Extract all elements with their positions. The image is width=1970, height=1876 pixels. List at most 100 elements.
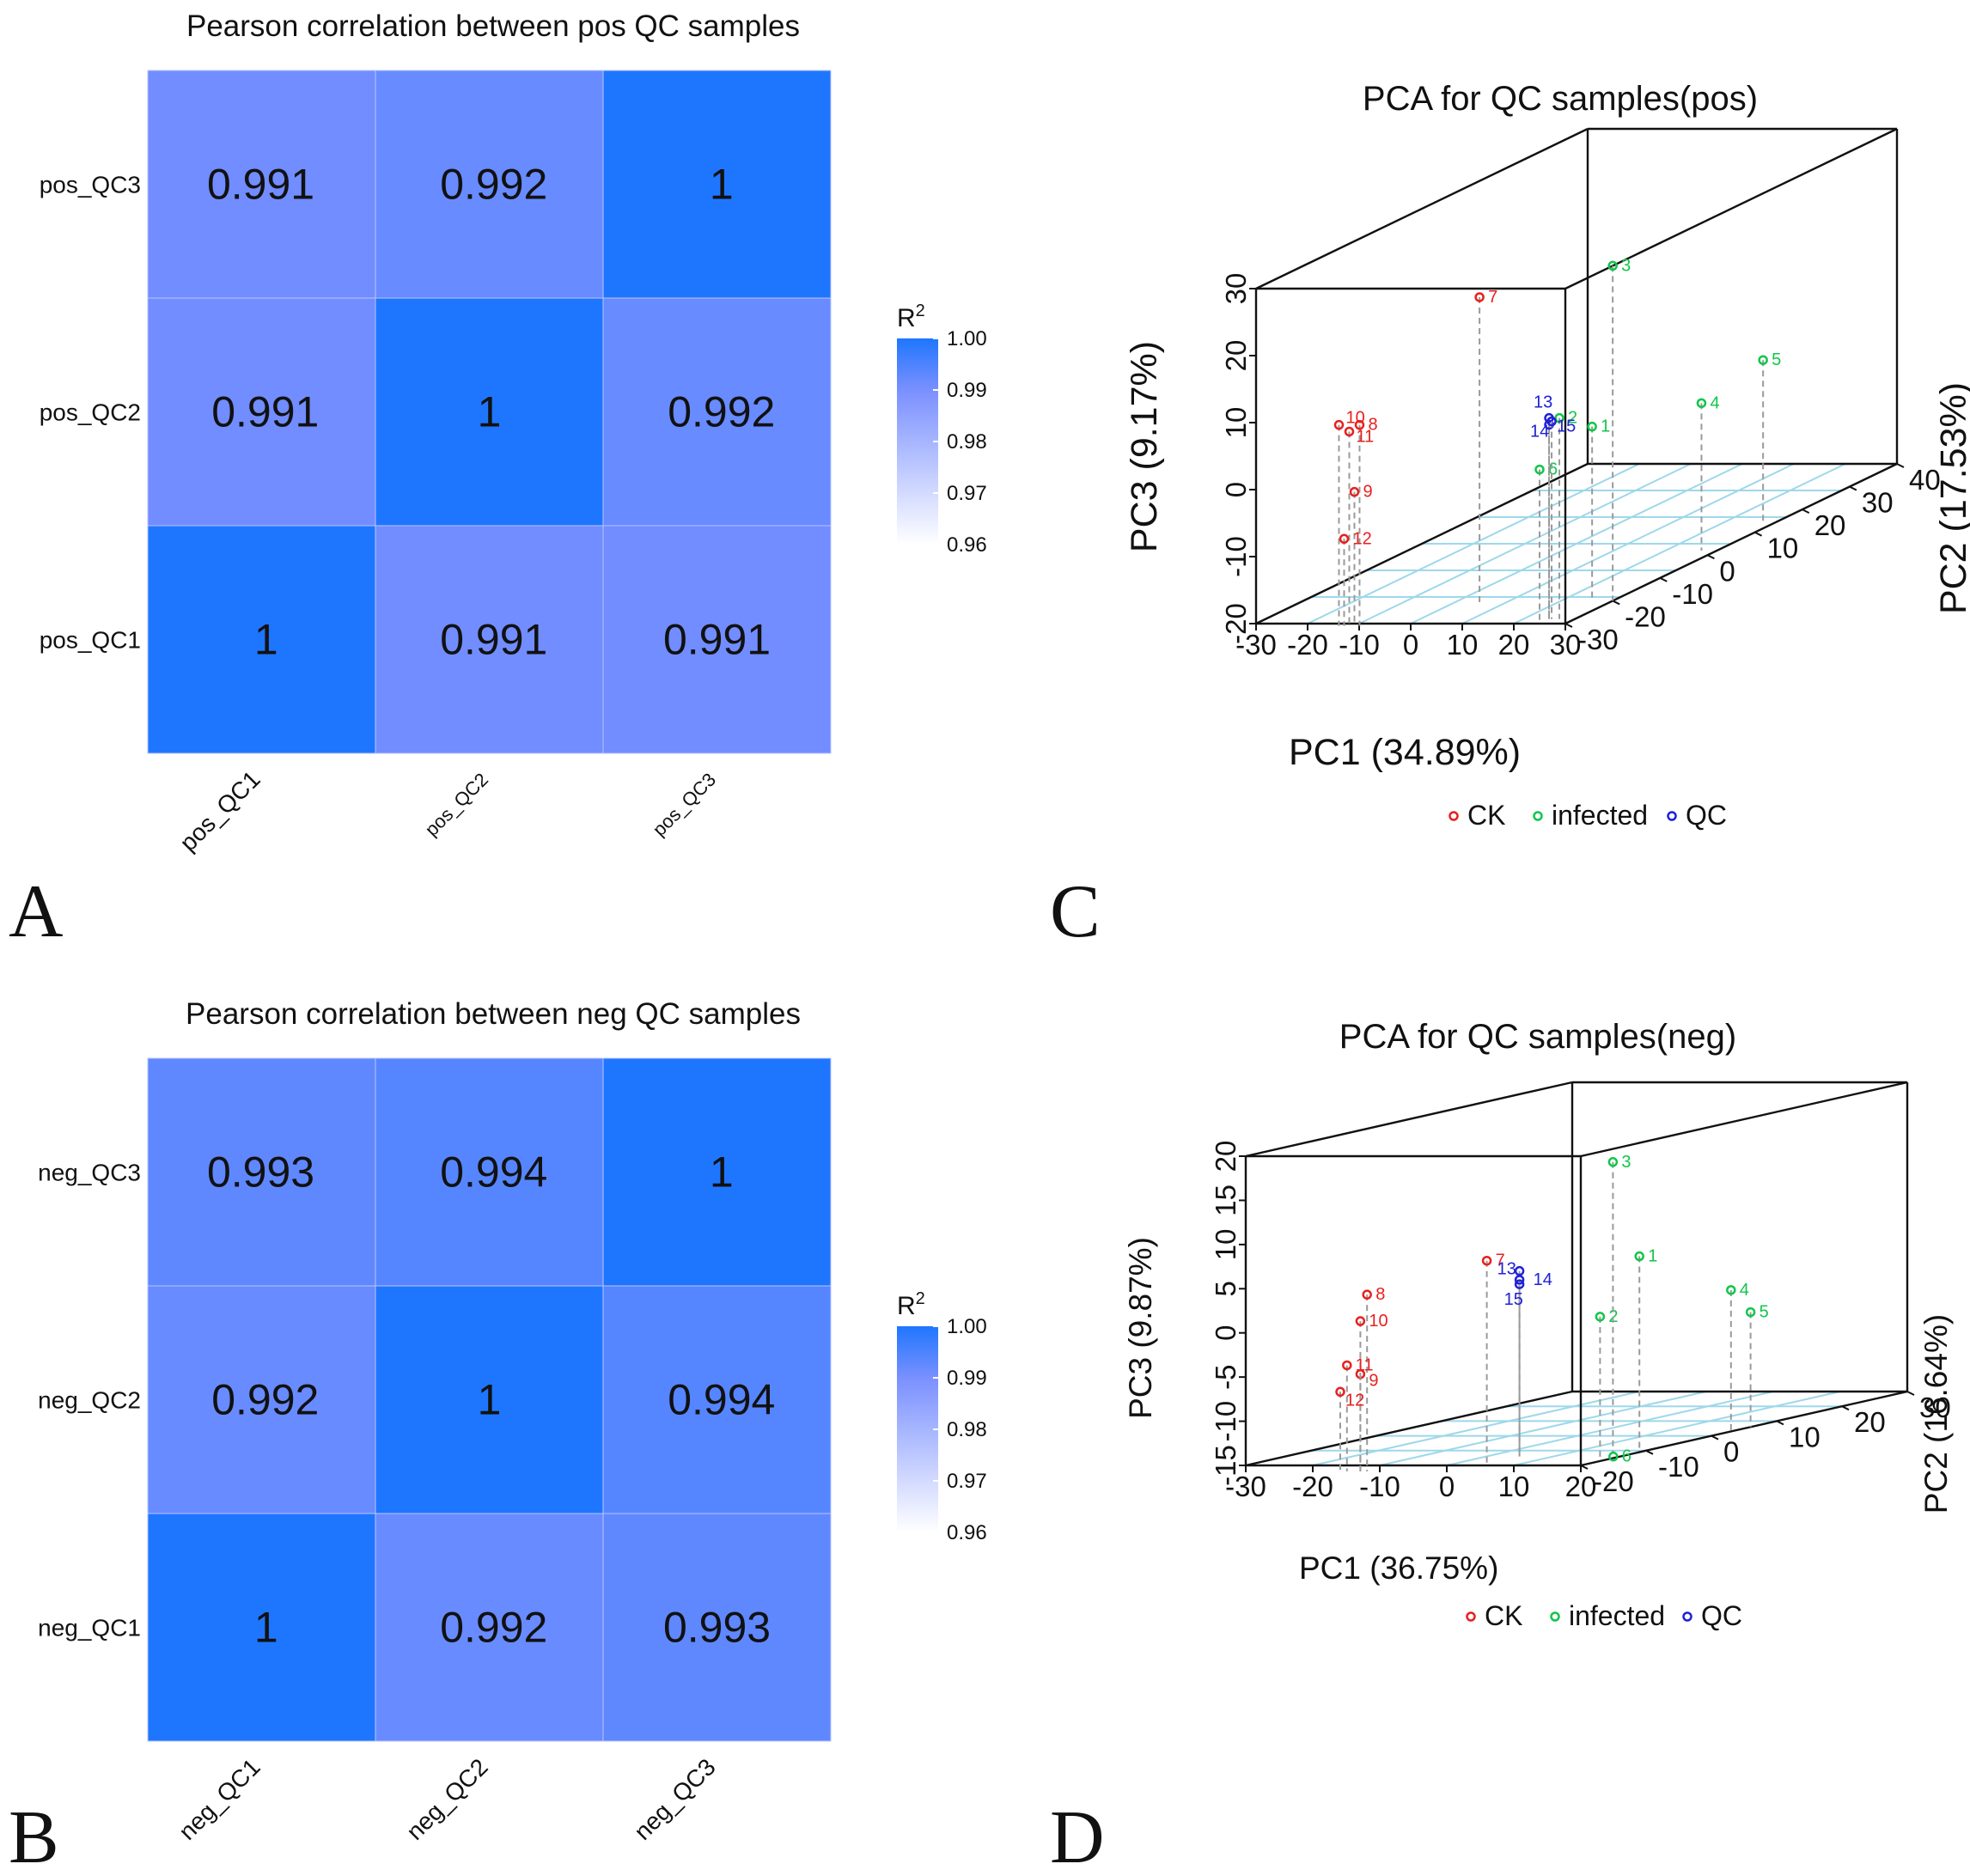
heatmap-b-legend-title-sup: 2 <box>916 1289 925 1308</box>
pca-c-point-label: 9 <box>1363 483 1372 502</box>
heatmap-a-legend-title-sup: 2 <box>916 302 925 320</box>
pca-c-x-tick-label: -10 <box>1339 629 1380 661</box>
pca-d-y-tick-label: -20 <box>1593 1465 1634 1497</box>
heatmap-a-cell-value: 0.991 <box>663 616 771 664</box>
pca-d-box-edge <box>1580 1081 1908 1158</box>
heatmap-a-legend-bar <box>897 338 938 545</box>
pca-c-y-tick-label: -30 <box>1577 624 1619 655</box>
pca-d-point <box>1514 1275 1525 1285</box>
pca-d-z-tick-label: 15 <box>1210 1185 1241 1216</box>
pca-c-x-tick-label: 10 <box>1447 629 1479 661</box>
pca-c-y-tick-label: 30 <box>1862 487 1894 519</box>
heatmap-a-cell <box>375 297 604 527</box>
pca-c-point-label: 2 <box>1568 409 1577 428</box>
pca-d-z-tick-label: 10 <box>1210 1228 1241 1260</box>
pca-c-z-tick-label: 0 <box>1220 482 1252 497</box>
heatmap-a-cell-value: 0.991 <box>211 388 319 436</box>
panel-d-pca: PCA for QC samples(neg)-30 -20 -10 0 10 20-15… <box>1050 1018 1954 1876</box>
pca-d-title: PCA for QC samples(neg) <box>1339 1018 1736 1056</box>
heatmap-a-cell-value: 0.991 <box>440 616 547 664</box>
heatmap-a-legend-title-r: R <box>897 304 916 332</box>
pca-c-z-tick-label: 10 <box>1220 407 1252 439</box>
pca-d-point-label: 15 <box>1504 1290 1523 1309</box>
pca-d-point <box>1342 1360 1352 1371</box>
heatmap-a-cell <box>602 525 832 754</box>
heatmap-b-cell <box>147 1513 376 1742</box>
pca-d-y-tick-mark <box>1580 1465 1589 1470</box>
heatmap-a-cell <box>147 297 376 527</box>
heatmap-b-cell-value: 1 <box>710 1148 734 1197</box>
pca-d-y-tick-label: 20 <box>1854 1406 1886 1438</box>
pca-c-point-label: 1 <box>1601 417 1610 436</box>
heatmap-b-row-label: neg_QC1 <box>38 1615 141 1642</box>
pca-d-x-tick-label: -30 <box>1225 1471 1266 1502</box>
pca-c-point-label: 8 <box>1368 416 1377 435</box>
pca-c-box-edge <box>1564 127 1898 290</box>
pca-c-point <box>1349 486 1360 497</box>
pca-c-y-tick-mark <box>1612 600 1620 606</box>
heatmap-a-legend-tick-label: 0.99 <box>947 379 987 402</box>
pca-d-y-tick-mark <box>1776 1420 1784 1426</box>
pca-c-y-tick-mark <box>1564 623 1573 628</box>
heatmap-b-cell-value: 0.993 <box>663 1604 771 1652</box>
heatmap-b-row-label: neg_QC3 <box>38 1160 141 1186</box>
pca-c-point-label: 13 <box>1534 393 1552 412</box>
pca-d-point-label: 6 <box>1622 1447 1632 1466</box>
pca-c-y-tick-mark <box>1754 531 1763 537</box>
pca-c-z-axis-label: PC3 (9.17%) <box>1124 341 1165 552</box>
heatmap-b-col-label: neg_QC2 <box>401 1753 493 1845</box>
pca-d-floor-grid-line <box>1379 1391 1707 1466</box>
pca-d-point-label: 5 <box>1760 1303 1769 1322</box>
heatmap-b-panel-letter: B <box>9 1796 59 1876</box>
pca-c-y-tick-mark <box>1802 509 1810 515</box>
pca-c-legend-marker <box>1667 811 1677 821</box>
heatmap-b-title: Pearson correlation between neg QC sampl… <box>186 997 801 1031</box>
heatmap-b-cell-value: 1 <box>254 1604 278 1652</box>
pca-c-point <box>1354 419 1365 430</box>
heatmap-b-legend-tick-label: 1.00 <box>947 1315 987 1338</box>
pca-c-box-edge <box>1255 462 1589 625</box>
heatmap-a-cell-value: 0.991 <box>207 161 314 209</box>
pca-c-x-tick-label: 20 <box>1498 629 1530 661</box>
heatmap-b-cell <box>375 1057 604 1287</box>
pca-c-z-tick-label: 20 <box>1220 340 1252 372</box>
pca-d-point <box>1514 1279 1525 1289</box>
pca-c-legend-marker <box>1449 811 1459 821</box>
pca-c-y-axis-label: PC2 (17.53%) <box>1933 382 1970 614</box>
pca-d-point-label: 4 <box>1740 1281 1749 1300</box>
heatmap-a-cell <box>375 70 604 299</box>
heatmap-b-legend-tick-label: 0.98 <box>947 1418 987 1441</box>
heatmap-b-cell <box>147 1285 376 1514</box>
heatmap-a-col-label: pos_QC1 <box>174 765 265 856</box>
pca-c-box-edge <box>1255 127 1589 290</box>
pca-c-point <box>1554 412 1564 423</box>
heatmap-b-cell <box>375 1513 604 1742</box>
pca-c-point <box>1607 260 1618 271</box>
pca-c-point-label: 11 <box>1356 427 1374 446</box>
pca-d-panel-letter: D <box>1050 1796 1105 1876</box>
heatmap-a-panel-letter: A <box>9 870 64 953</box>
pca-c-point-label: 4 <box>1710 393 1719 412</box>
pca-d-box-edge <box>1245 1390 1573 1467</box>
pca-d-floor-grid-line <box>1513 1391 1841 1466</box>
pca-c-legend-marker <box>1533 811 1543 821</box>
pca-c-y-tick-mark <box>1706 554 1715 560</box>
pca-d-z-tick-label: -10 <box>1210 1401 1241 1442</box>
pca-c-y-tick-mark <box>1659 576 1668 582</box>
pca-c-point <box>1474 292 1485 302</box>
pca-c-point <box>1339 533 1350 545</box>
panel-b-heatmap: Pearson correlation between neg QC sampl… <box>9 997 987 1876</box>
heatmap-a-cell-value: 1 <box>710 161 734 209</box>
pca-d-point-label: 1 <box>1648 1247 1657 1266</box>
heatmap-a-legend-tick-label: 0.98 <box>947 430 987 454</box>
pca-d-point <box>1726 1285 1736 1295</box>
heatmap-b-cell <box>602 1513 832 1742</box>
pca-c-point <box>1534 464 1545 475</box>
pca-c-x-axis-label: PC1 (34.89%) <box>1289 732 1521 773</box>
pca-c-y-tick-label: -10 <box>1672 578 1713 610</box>
pca-c-y-tick-label: 20 <box>1814 509 1846 541</box>
heatmap-a-col-label: pos_QC3 <box>649 769 720 840</box>
pca-d-floor-grid-line <box>1446 1391 1774 1466</box>
heatmap-a-cell <box>602 297 832 527</box>
pca-d-x-tick-label: 20 <box>1565 1471 1597 1502</box>
